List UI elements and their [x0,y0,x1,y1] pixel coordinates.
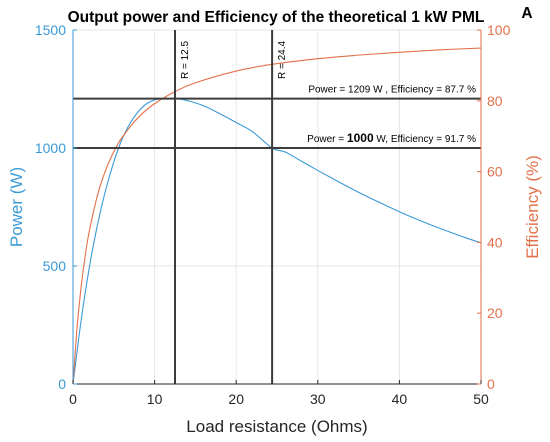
x-axis-label: Load resistance (Ohms) [186,417,367,436]
y-left-tick-label: 1000 [35,140,66,156]
y-axis-right-label: Efficiency (%) [523,155,542,259]
annotation-part: W, Efficiency = 91.7 % [374,134,476,145]
gridlines [72,29,482,385]
x-tick-label: 10 [147,391,163,407]
annotation-value: 1000 [347,131,374,145]
vertical-line-label: R = 12.5 [180,40,191,79]
power-series-line [72,98,482,385]
y-right-tick-label: 40 [487,234,503,250]
reference-annotation: Power = 1000 W, Efficiency = 91.7 % [307,131,476,145]
efficiency-series-line [72,47,482,385]
y-left-tick-label: 1500 [35,22,66,38]
annotation-part: Power = 1209 W , Efficiency = 87.7 % [308,85,476,96]
y-right-tick-label: 60 [487,164,503,180]
y-left-tick-label: 500 [43,258,67,274]
y-right-tick-label: 80 [487,93,503,109]
x-tick-label: 20 [228,391,244,407]
chart-title: Output power and Efficiency of the theor… [68,9,485,26]
y-right-tick-label: 100 [487,22,511,38]
x-tick-label: 0 [69,391,77,407]
x-tick-label: 30 [310,391,326,407]
y-right-tick-label: 20 [487,305,503,321]
y-left-tick-label: 0 [58,376,66,392]
reference-annotation: Power = 1209 W , Efficiency = 87.7 % [308,85,476,96]
vertical-line-label: R = 24.4 [277,40,288,79]
annotation-part: Power = [307,134,347,145]
y-right-tick-label: 0 [487,376,495,392]
x-tick-label: 50 [473,391,489,407]
plot-area [72,47,482,385]
panel-letter: A [521,5,532,22]
x-tick-label: 40 [392,391,408,407]
reference-lines: Power = 1209 W , Efficiency = 87.7 % Powe… [73,30,481,384]
y-axis-left-label: Power (W) [7,167,26,247]
